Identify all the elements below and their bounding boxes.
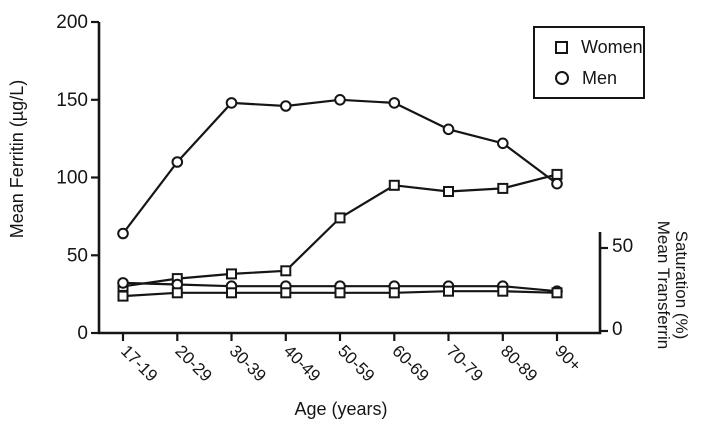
right-axis-title-line-1: Mean Transferrin bbox=[654, 220, 673, 350]
legend-label-women: Women bbox=[581, 36, 643, 57]
right-axis-tick-label: 0 bbox=[612, 319, 623, 340]
series-line-women-ferritin bbox=[122, 173, 558, 288]
legend-item-women: Women bbox=[555, 37, 643, 58]
left-axis-tick-label: 200 bbox=[56, 12, 88, 33]
data-point-circle bbox=[334, 94, 346, 106]
data-point-square bbox=[551, 168, 563, 180]
series-markers-women-transferrin-saturation bbox=[117, 285, 563, 302]
right-axis-title-line-2: Saturation (%) bbox=[672, 230, 691, 340]
x-axis-tick-label: 90+ bbox=[551, 341, 585, 375]
series-markers-men-ferritin bbox=[117, 94, 563, 240]
legend-item-men: Men bbox=[555, 68, 643, 89]
left-axis-tick-label: 0 bbox=[77, 323, 88, 344]
right-axis-title: Mean Transferrin Saturation (%) bbox=[653, 219, 691, 351]
left-axis-tick-label: 50 bbox=[67, 245, 88, 266]
x-axis-tick-label: 40-49 bbox=[280, 341, 324, 385]
x-axis-tick-label: 60-69 bbox=[388, 341, 432, 385]
data-point-square bbox=[280, 287, 292, 299]
women-square-marker-icon bbox=[555, 40, 568, 54]
data-point-square bbox=[388, 287, 400, 299]
data-point-square bbox=[226, 268, 237, 280]
left-axis-tick-label: 150 bbox=[56, 90, 88, 111]
data-point-square bbox=[443, 186, 454, 197]
data-point-circle bbox=[225, 97, 238, 109]
data-point-square bbox=[171, 287, 183, 299]
data-point-square bbox=[334, 287, 346, 299]
data-point-square bbox=[497, 285, 509, 297]
data-point-square bbox=[388, 179, 400, 191]
data-point-circle bbox=[497, 137, 509, 150]
right-axis-tick-label: 50 bbox=[612, 236, 633, 257]
x-axis-title: Age (years) bbox=[294, 399, 388, 419]
x-axis-tick-label: 80-89 bbox=[497, 341, 541, 385]
data-point-circle bbox=[117, 277, 129, 289]
data-point-square bbox=[443, 285, 454, 297]
x-axis-tick-label: 30-39 bbox=[226, 341, 270, 385]
left-axis-tick-label: 100 bbox=[56, 168, 88, 189]
x-axis-tick-label: 20-29 bbox=[171, 341, 215, 385]
data-point-circle bbox=[117, 227, 129, 240]
data-point-circle bbox=[442, 123, 455, 136]
x-axis-tick-label: 50-59 bbox=[334, 341, 378, 385]
data-point-circle bbox=[551, 177, 563, 190]
data-point-square bbox=[280, 265, 292, 277]
data-point-square bbox=[551, 287, 563, 299]
data-point-circle bbox=[388, 97, 401, 109]
data-point-square bbox=[334, 212, 346, 224]
x-axis-tick-label: 17-19 bbox=[117, 341, 161, 385]
x-axis-tick-label: 70-79 bbox=[443, 341, 487, 385]
data-point-circle bbox=[171, 156, 184, 168]
legend: Women Men bbox=[533, 26, 645, 99]
data-point-circle bbox=[280, 100, 292, 112]
men-circle-marker-icon bbox=[555, 71, 569, 85]
data-point-square bbox=[497, 182, 509, 194]
data-point-square bbox=[226, 287, 237, 299]
legend-label-men: Men bbox=[582, 67, 618, 88]
left-axis-title: Mean Ferritin (µg/L) bbox=[7, 79, 27, 239]
data-point-square bbox=[117, 290, 129, 302]
